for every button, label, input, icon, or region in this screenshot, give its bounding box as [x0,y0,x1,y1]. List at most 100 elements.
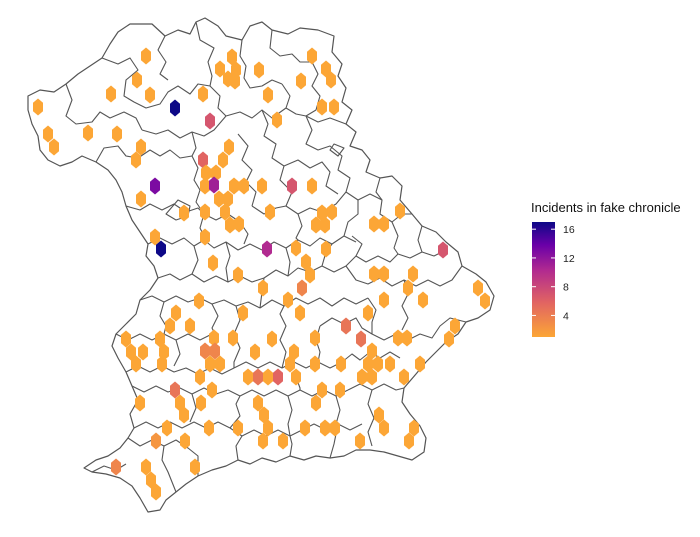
hexbin-cell [136,138,146,156]
district-border [261,235,357,251]
hexbin-cell [155,330,165,348]
hexbin-cell [307,47,317,65]
hexbin-cell [218,151,228,169]
hexbin-cell [258,279,268,297]
hexbin-cell [320,216,330,234]
hexbin-cell [204,419,214,437]
hexbin-cell [196,394,206,412]
hexbin-cell [473,279,483,297]
hexbin-cell [373,355,383,373]
hexbin-cell [190,458,200,476]
district-border [343,200,359,237]
hexbin-cell [136,190,146,208]
hexbin-cell [335,381,345,399]
district-border [289,435,293,457]
hexbin-cell [265,203,275,221]
hexbin-cell [200,228,210,246]
district-border [239,389,349,397]
hexbin-cell [210,342,220,360]
hexbin-cell [321,240,331,258]
district-border [279,305,287,369]
hexbin-cell [305,266,315,284]
hexbin-cell [209,329,219,347]
hexbin-cell [399,368,409,386]
hexbin-cell [379,291,389,309]
hexbin-cell [180,432,190,450]
district-border [285,247,291,277]
hexbin-cell [126,343,136,361]
hexbin-cell [278,432,288,450]
legend-tick-label: 4 [563,310,569,322]
hexbin-cell [310,329,320,347]
hexbin-cell [205,355,215,373]
hexbin-cell [257,177,267,195]
hexbin-cell [357,368,367,386]
legend-title: Incidents in fake chronicle [531,200,681,215]
hexbin-cell [131,355,141,373]
hexbin-cell [233,419,243,437]
hexbin-cell [200,342,210,360]
hexbin-cell [341,317,351,335]
hexbin-cell [83,124,93,142]
hexbin-cell [393,329,403,347]
district-border [191,245,199,275]
hexbin-cell [369,265,379,283]
hexbin-cell [438,241,448,259]
district-border [127,437,199,476]
hexbin-cell [238,304,248,322]
hexbin-cell [250,343,260,361]
hexbin-cell [214,190,224,208]
hexbin-cell [263,86,273,104]
hexbin-cell [444,330,454,348]
hexbin-cell [300,419,310,437]
hexbin-cell [157,355,167,373]
legend-tick-label: 16 [563,224,575,236]
hexbin-cell [291,368,301,386]
hexbin-cell [267,330,277,348]
hexbin-cell [336,355,346,373]
district-border [161,445,177,493]
hexbin-cell [230,72,240,90]
hexbin-cell [145,86,155,104]
district-border [157,35,169,81]
hexbin-cell [404,432,414,450]
hexbin-cell [450,317,460,335]
hexbin-cell [259,406,269,424]
district-border [295,213,303,241]
district-border [287,395,293,437]
hexbin-cell [321,60,331,78]
hexbin-cell [239,177,249,195]
hexbin-cell [225,216,235,234]
hexbin-cell [395,202,405,220]
hexbin-cell [49,138,59,156]
district-border [229,395,241,429]
hexbin-cell [175,394,185,412]
hexbin-cell [297,279,307,297]
hexbin-cell [327,203,337,221]
hexbin-cell [198,151,208,169]
legend-tick-label: 8 [563,282,569,294]
hexbin-cell [374,406,384,424]
hexbin-cell [150,228,160,246]
hexbin-cell [215,60,225,78]
hexbin-cell [296,72,306,90]
hexbin-cell [385,355,395,373]
hexbin-cell [363,355,373,373]
district-border [347,383,405,391]
district-border [417,225,423,253]
hexbin-cell [379,419,389,437]
hexbin-cell [223,190,233,208]
hexbin-cell [307,177,317,195]
hexbin-cell [179,204,189,222]
district-border [95,145,193,163]
hexbin-cell [369,215,379,233]
hexbin-cell [317,98,327,116]
district-border [173,339,181,367]
district-border [131,385,241,397]
hexbin-cell [165,317,175,335]
hexbin-cell [43,125,53,143]
hexbin-cell [198,85,208,103]
hexbin-cell [121,330,131,348]
legend-tick-label: 12 [563,253,575,265]
hexbin-cell [379,215,389,233]
